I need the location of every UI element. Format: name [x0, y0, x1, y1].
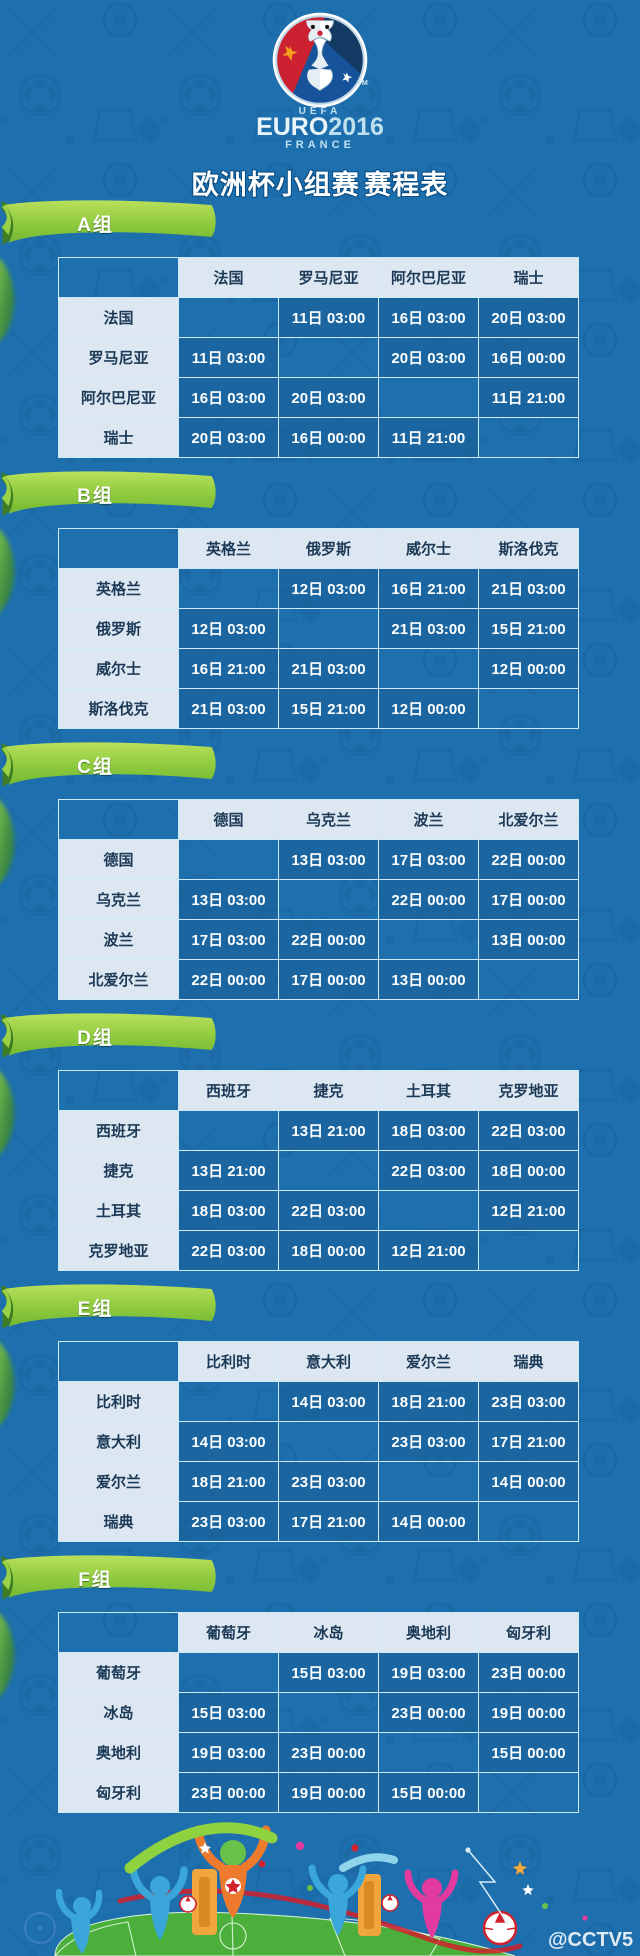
svg-text:TM: TM	[358, 79, 368, 87]
svg-text:@CCTV5: @CCTV5	[548, 1929, 633, 1951]
